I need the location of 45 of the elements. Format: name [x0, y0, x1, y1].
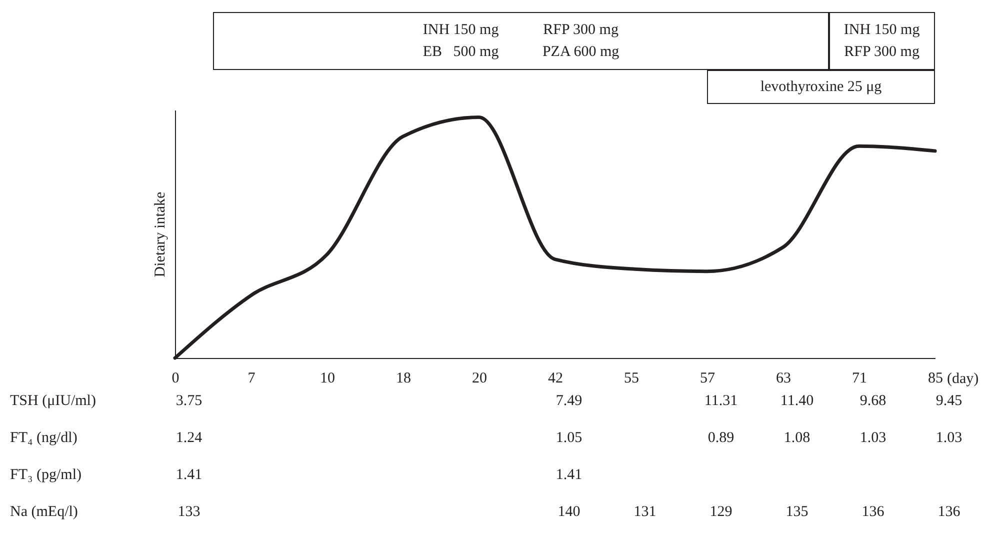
- text: 135: [786, 503, 808, 521]
- text: TSH (μIU/ml): [10, 392, 96, 410]
- text: 133: [178, 503, 200, 521]
- text: RFP 300 mg: [844, 43, 920, 61]
- text: 1.41: [556, 466, 582, 484]
- x-tick-label: 20: [472, 370, 487, 386]
- x-axis-title: (day): [947, 370, 979, 388]
- text: 7.49: [556, 392, 582, 410]
- text: EB 500 mg: [422, 43, 499, 61]
- text: RFP 300 mg: [543, 21, 618, 39]
- text: 1.05: [556, 429, 582, 447]
- text: 129: [710, 503, 732, 521]
- text: 11.31: [704, 392, 738, 410]
- text: Na (mEq/l): [10, 503, 78, 521]
- text: INH 150 mg: [844, 21, 920, 39]
- text: 1.08: [784, 429, 810, 447]
- text: 1.03: [860, 429, 886, 447]
- text: 9.68: [860, 392, 886, 410]
- x-tick-label: 85: [928, 370, 943, 386]
- x-tick-label: 57: [700, 370, 716, 386]
- x-tick-label: 42: [548, 370, 563, 386]
- text: levothyroxine 25 μg: [760, 78, 882, 96]
- text: FT₃ (pg/ml): [10, 466, 82, 484]
- x-tick-label: 0: [172, 370, 180, 386]
- text: 11.40: [780, 392, 814, 410]
- text: 140: [558, 503, 580, 521]
- x-tick-label: 63: [776, 370, 791, 386]
- text: 136: [938, 503, 960, 521]
- text: 136: [862, 503, 884, 521]
- text: 3.75: [176, 392, 202, 410]
- text: 1.24: [176, 429, 202, 447]
- x-tick-label: 18: [396, 370, 411, 386]
- text: 1.41: [176, 466, 202, 484]
- x-tick-label: 55: [624, 370, 639, 386]
- x-tick-label: 71: [852, 370, 867, 386]
- text: INH 150 mg: [422, 21, 499, 39]
- text: 0.89: [708, 429, 734, 447]
- text: 9.45: [936, 392, 962, 410]
- text: PZA 600 mg: [542, 43, 620, 61]
- y-axis-title: Dietary intake: [152, 191, 168, 278]
- x-tick-label: 7: [248, 370, 256, 386]
- text: 131: [634, 503, 656, 521]
- text: FT₄ (ng/dl): [10, 429, 78, 447]
- x-tick-label: 10: [320, 370, 335, 386]
- text: 1.03: [936, 429, 962, 447]
